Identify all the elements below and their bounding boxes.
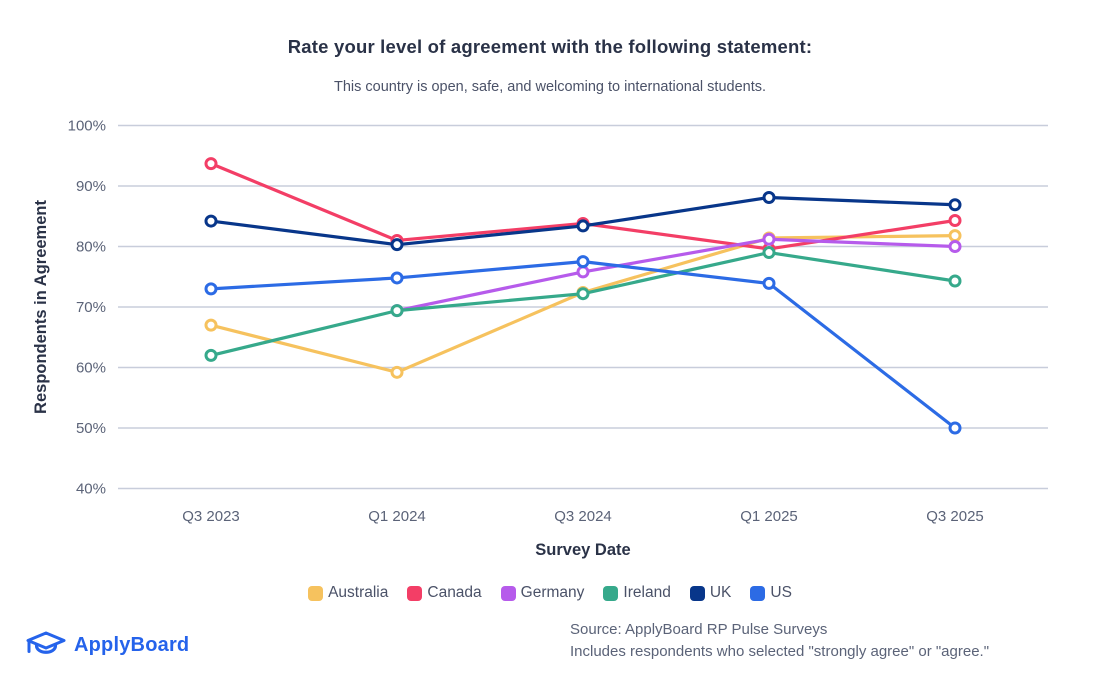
legend-label: Australia bbox=[328, 584, 389, 601]
legend-swatch-us bbox=[750, 585, 766, 601]
page-title: Rate your level of agreement with the fo… bbox=[287, 36, 813, 57]
legend-item-us[interactable]: US bbox=[750, 584, 792, 602]
series-line-germany bbox=[395, 237, 957, 313]
data-point-us bbox=[576, 255, 590, 269]
data-point-canada bbox=[948, 213, 962, 227]
data-point-us bbox=[204, 282, 218, 296]
data-point-us bbox=[948, 421, 962, 435]
x-tick-label: Q3 2023 bbox=[182, 508, 240, 525]
y-axis-tick-labels: 100% 90% 80% 70% 60% 50% 40% bbox=[68, 118, 106, 498]
data-point-us bbox=[762, 276, 776, 290]
source-line-1: Source: ApplyBoard RP Pulse Surveys bbox=[570, 621, 828, 638]
y-tick-label: 90% bbox=[76, 178, 106, 195]
data-point-germany bbox=[762, 232, 776, 246]
data-point-australia bbox=[390, 365, 404, 379]
y-tick-label: 70% bbox=[76, 299, 106, 316]
data-point-uk bbox=[204, 214, 218, 228]
applyboard-logo: ApplyBoard bbox=[24, 627, 189, 663]
legend-swatch-ireland bbox=[603, 585, 619, 601]
x-axis-tick-labels: Q3 2023 Q1 2024 Q3 2024 Q1 2025 Q3 2025 bbox=[182, 508, 984, 525]
data-point-uk bbox=[390, 238, 404, 252]
gridlines-layer bbox=[118, 124, 1048, 490]
legend-label: US bbox=[770, 584, 792, 601]
legend-swatch-germany bbox=[500, 585, 516, 601]
legend-swatch-canada bbox=[407, 585, 423, 601]
data-point-australia bbox=[204, 318, 218, 332]
data-point-ireland bbox=[762, 246, 776, 260]
legend-label: Canada bbox=[427, 584, 482, 601]
data-point-australia bbox=[948, 229, 962, 243]
source-line-2: Includes respondents who selected "stron… bbox=[570, 642, 990, 660]
legend-item-canada[interactable]: Canada bbox=[407, 584, 482, 602]
data-point-uk bbox=[948, 198, 962, 212]
x-tick-label: Q1 2025 bbox=[740, 508, 798, 525]
data-point-ireland bbox=[204, 348, 218, 362]
data-point-ireland bbox=[576, 287, 590, 301]
legend-item-australia[interactable]: Australia bbox=[308, 584, 388, 602]
y-tick-label: 50% bbox=[76, 420, 106, 437]
x-axis-title: Survey Date bbox=[535, 541, 630, 559]
x-tick-label: Q1 2024 bbox=[368, 508, 426, 525]
legend-item-ireland[interactable]: Ireland bbox=[603, 584, 671, 602]
y-tick-label: 60% bbox=[76, 360, 106, 377]
data-point-uk bbox=[762, 190, 776, 204]
data-point-ireland bbox=[948, 274, 962, 288]
data-point-us bbox=[390, 271, 404, 285]
y-tick-label: 40% bbox=[76, 481, 106, 498]
legend-label: Germany bbox=[520, 584, 585, 601]
data-point-germany bbox=[576, 265, 590, 279]
legend-swatch-australia bbox=[308, 585, 324, 601]
series-layer bbox=[204, 157, 962, 435]
data-point-canada bbox=[204, 157, 218, 171]
graduation-cap-icon bbox=[26, 631, 66, 654]
legend-label: Ireland bbox=[623, 584, 671, 601]
logo-text: ApplyBoard bbox=[74, 633, 190, 656]
x-tick-label: Q3 2024 bbox=[554, 508, 612, 525]
y-tick-label: 100% bbox=[68, 118, 106, 135]
chart-legend: Australia Canada Germany Ireland UK US bbox=[0, 584, 1100, 602]
legend-swatch-uk bbox=[689, 585, 705, 601]
legend-item-uk[interactable]: UK bbox=[689, 584, 732, 602]
y-tick-label: 80% bbox=[76, 239, 106, 256]
legend-label: UK bbox=[709, 584, 732, 601]
data-point-uk bbox=[576, 219, 590, 233]
data-point-germany bbox=[948, 240, 962, 253]
x-tick-label: Q3 2025 bbox=[926, 508, 984, 525]
page-subtitle: This country is open, safe, and welcomin… bbox=[333, 79, 767, 95]
legend-item-germany[interactable]: Germany bbox=[500, 584, 585, 602]
y-axis-title: Respondents in Agreement bbox=[32, 200, 50, 414]
source-text: Source: ApplyBoard RP Pulse Surveys Incl… bbox=[570, 619, 989, 662]
data-point-ireland bbox=[390, 304, 404, 318]
